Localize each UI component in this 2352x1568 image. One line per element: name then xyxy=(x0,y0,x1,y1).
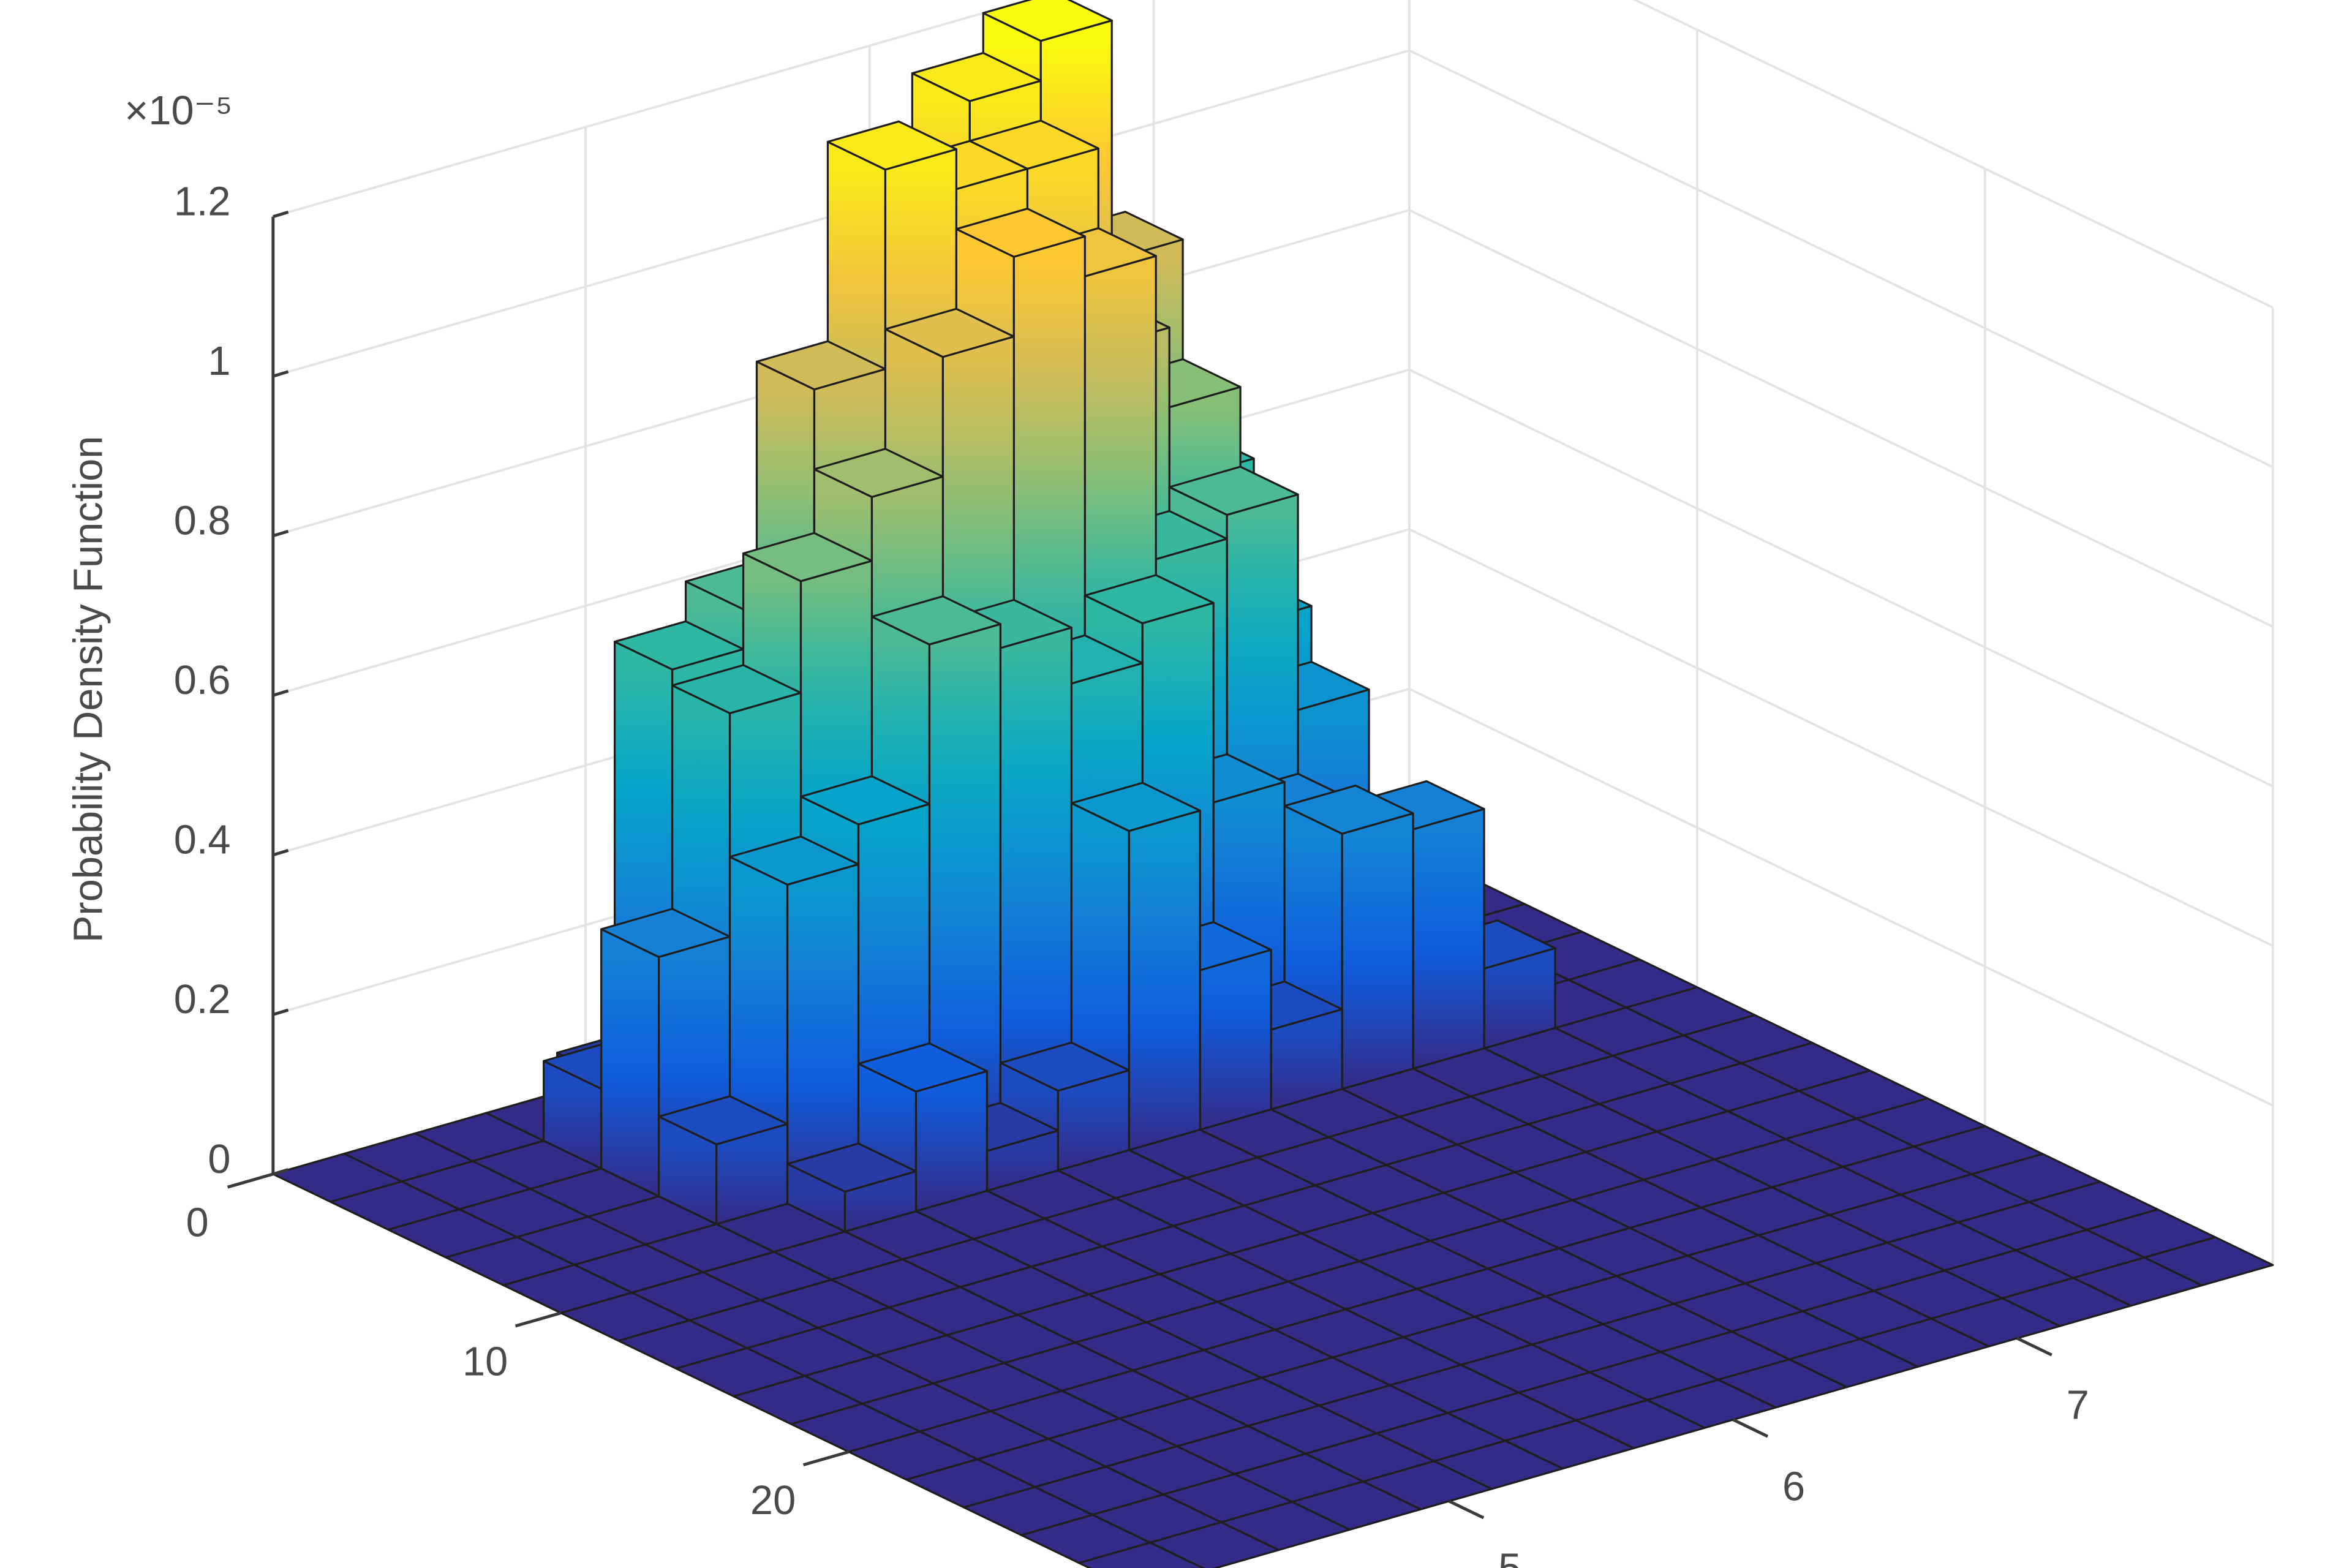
bar-top xyxy=(728,835,860,886)
y-tick-mark xyxy=(1448,1499,1485,1520)
bar-top xyxy=(955,208,1086,258)
x-tick-mark xyxy=(227,1172,274,1189)
bar-top xyxy=(1283,784,1414,835)
bar-top xyxy=(884,307,1015,358)
bar-top xyxy=(911,51,1042,102)
z-tick-label: 0 xyxy=(208,1137,230,1182)
bar-top xyxy=(658,1095,789,1145)
bar-face-side xyxy=(914,1070,989,1213)
y-tick-mark xyxy=(2016,1336,2052,1357)
grid-line xyxy=(273,0,2274,309)
x-tick-label: 10 xyxy=(462,1339,508,1384)
bar-face-side xyxy=(1341,812,1414,1090)
y-tick-label: 6 xyxy=(1782,1464,1805,1509)
bar-top xyxy=(857,1042,989,1093)
z-tick-label: 0.8 xyxy=(174,499,231,544)
z-tick-label: 1 xyxy=(208,339,230,384)
z-tick-mark xyxy=(273,1008,289,1016)
z-tick-mark xyxy=(273,210,289,219)
bar-top xyxy=(813,448,944,498)
z-tick-label: 0.4 xyxy=(174,818,231,863)
x-tick-mark xyxy=(514,1311,562,1328)
z-tick-label: 0.2 xyxy=(174,977,231,1022)
bar-top xyxy=(742,532,873,582)
histogram-bin xyxy=(786,1142,918,1233)
z-exponent-label: ×10⁻⁵ xyxy=(124,88,232,134)
bar-top xyxy=(1078,1541,1205,1568)
bar-top xyxy=(999,1041,1130,1092)
bar-top xyxy=(1070,782,1201,832)
bar-face-side xyxy=(1128,809,1201,1152)
z-tick-mark xyxy=(273,1168,289,1176)
x-tick-mark xyxy=(802,1450,850,1467)
y-tick-label: 7 xyxy=(2067,1382,2089,1428)
bar-top xyxy=(826,120,957,171)
bar-top xyxy=(786,1142,918,1193)
bar-face-side xyxy=(1412,808,1485,1070)
bar-face-front xyxy=(600,928,660,1197)
bar-top xyxy=(1084,574,1215,625)
x-tick-label: 0 xyxy=(186,1200,209,1246)
x-tick-label: 20 xyxy=(750,1478,796,1523)
grid-line xyxy=(273,49,2274,469)
y-tick-mark xyxy=(1732,1418,1769,1438)
bar-top xyxy=(1168,466,1299,516)
z-tick-mark xyxy=(273,529,289,538)
histogram-bin xyxy=(1078,1541,1205,1568)
z-tick-label: 1.2 xyxy=(174,179,231,225)
z-tick-label: 0.6 xyxy=(174,658,231,703)
z-tick-mark xyxy=(273,370,289,378)
bar-top xyxy=(799,775,931,826)
z-tick-mark xyxy=(273,689,289,697)
bar-top xyxy=(870,595,1002,646)
z-tick-mark xyxy=(273,849,289,857)
bar-top xyxy=(671,664,802,715)
histogram-bin xyxy=(658,1095,789,1226)
bar-top xyxy=(982,0,1113,42)
y-tick-label: 5 xyxy=(1498,1545,1521,1568)
z-axis-label: Probability Density Function xyxy=(66,436,111,943)
bar-face-side xyxy=(1199,949,1272,1131)
